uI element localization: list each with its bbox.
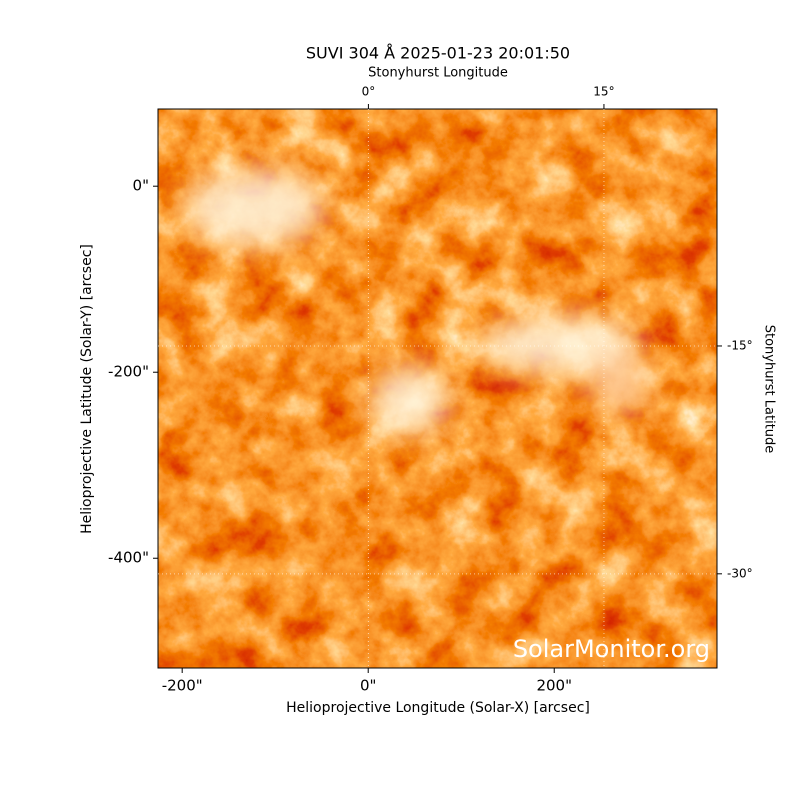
right-tick-label: -15°	[727, 338, 753, 352]
solar-image	[158, 109, 717, 668]
x-tick-label: 0"	[360, 677, 376, 695]
x-tick-label: -200"	[162, 677, 203, 695]
x-tick-label: 200"	[536, 677, 572, 695]
watermark: SolarMonitor.org	[513, 635, 710, 663]
x-axis-label: Helioprojective Longitude (Solar-X) [arc…	[286, 700, 590, 716]
top-axis-label: Stonyhurst Longitude	[368, 66, 508, 81]
chart-title: SUVI 304 Å 2025-01-23 20:01:50	[306, 44, 570, 63]
right-axis-label: Stonyhurst Latitude	[762, 325, 777, 454]
plot-frame	[157, 108, 718, 669]
top-tick-label: 15°	[593, 85, 614, 99]
top-tick-label: 0°	[362, 85, 376, 99]
right-tick-label: -30°	[727, 566, 753, 580]
y-tick-label: -200"	[108, 363, 149, 381]
y-tick-label: -400"	[108, 549, 149, 567]
y-axis-label: Helioprojective Latitude (Solar-Y) [arcs…	[79, 244, 95, 534]
y-tick-label: 0"	[133, 177, 149, 195]
